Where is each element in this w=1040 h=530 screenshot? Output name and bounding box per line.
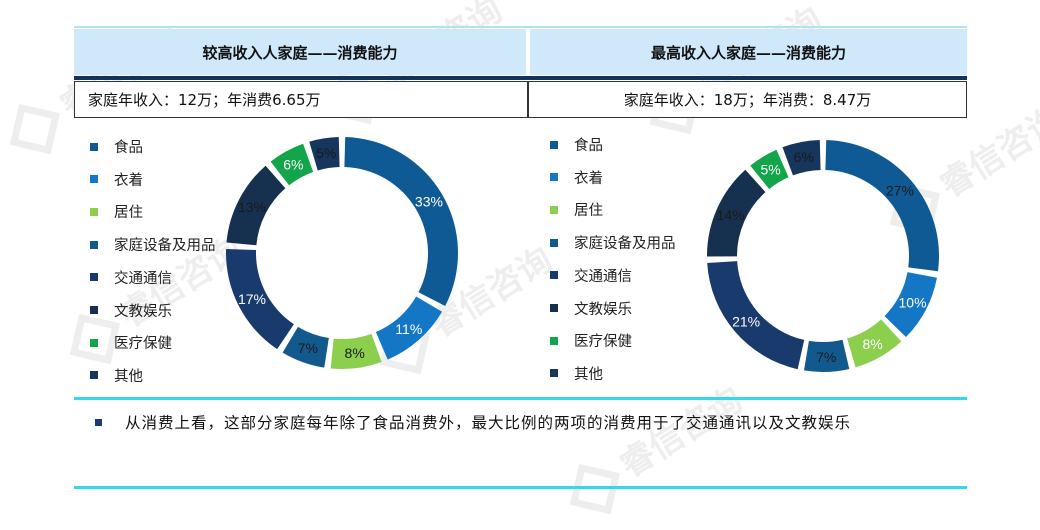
- legend-label: 其他: [574, 366, 603, 383]
- note-top-rule: [74, 397, 967, 400]
- legend-swatch: [90, 371, 98, 380]
- left-income-summary: 家庭年收入：12万；年消费6.65万: [74, 81, 528, 118]
- legend-item: 食品: [90, 136, 143, 157]
- legend-swatch: [90, 306, 98, 314]
- legend-label: 文教娱乐: [574, 301, 632, 318]
- donut-slice: [750, 149, 789, 189]
- slice-label: 21%: [732, 313, 760, 329]
- top-rule: [74, 26, 967, 28]
- legend-label: 食品: [574, 138, 603, 154]
- legend-swatch: [550, 173, 558, 182]
- note-bottom-rule: [74, 486, 967, 489]
- legend-swatch: [90, 240, 98, 249]
- right-donut-chart: 27% 10% 8% 7% 21% 14% 5% 6%: [707, 140, 939, 372]
- legend-swatch: [90, 338, 98, 347]
- header-divider: [74, 76, 967, 80]
- donut-slice: [804, 339, 850, 372]
- donut-slice: [847, 319, 902, 368]
- legend-swatch: [90, 175, 98, 184]
- legend-item: 其他: [550, 363, 603, 384]
- left-section-title: 较高收入人家庭——消费能力: [74, 29, 526, 75]
- slice-label: 6%: [283, 156, 303, 172]
- legend-item: 家庭设备及用品: [550, 232, 676, 253]
- legend-item: 医疗保健: [90, 332, 172, 353]
- slice-label: 10%: [899, 295, 927, 311]
- legend-label: 家庭设备及用品: [114, 238, 216, 255]
- legend-label: 交通通信: [574, 268, 632, 285]
- slice-label: 5%: [316, 145, 336, 161]
- donut-slice: [225, 248, 294, 350]
- legend-swatch: [550, 140, 558, 149]
- slice-label: 33%: [415, 194, 443, 210]
- legend-swatch: [90, 273, 98, 282]
- legend-label: 医疗保健: [574, 334, 632, 351]
- donut-slice: [330, 333, 382, 369]
- slice-label: 17%: [238, 291, 266, 307]
- slice-label: 13%: [238, 199, 266, 215]
- donut-slice: [884, 272, 937, 338]
- legend-label: 家庭设备及用品: [574, 236, 676, 253]
- donut-slice: [226, 165, 286, 246]
- legend-item: 居住: [90, 201, 143, 222]
- legend-swatch: [550, 205, 558, 214]
- legend-label: 衣着: [574, 170, 603, 187]
- legend-item: 文教娱乐: [550, 298, 632, 319]
- slice-label: 7%: [298, 340, 318, 356]
- legend-item: 居住: [550, 199, 603, 220]
- legend-item: 医疗保健: [550, 330, 632, 351]
- slice-label: 11%: [395, 321, 422, 337]
- legend-item: 交通通信: [90, 267, 172, 288]
- legend-label: 医疗保健: [114, 336, 172, 353]
- legend-item: 衣着: [550, 167, 603, 188]
- donut-slice: [375, 296, 443, 360]
- donut-slice: [707, 169, 766, 257]
- legend-label: 交通通信: [114, 270, 172, 287]
- legend-swatch: [90, 142, 98, 151]
- slice-label: 7%: [816, 349, 836, 365]
- legend-swatch: [550, 271, 558, 280]
- legend-label: 文教娱乐: [114, 303, 172, 320]
- right-section-title: 最高收入人家庭——消费能力: [530, 29, 967, 75]
- donut-slice: [825, 140, 939, 272]
- donut-slice: [270, 143, 314, 186]
- legend-label: 居住: [574, 203, 603, 220]
- slice-label: 5%: [761, 162, 781, 178]
- summary-note-text: 从消费上看，这部分家庭每年除了食品消费外，最大比例的两项的消费用于了交通通讯以及…: [125, 414, 852, 432]
- slice-label: 8%: [862, 336, 882, 352]
- slice-label: 6%: [794, 149, 814, 165]
- legend-label: 食品: [114, 140, 143, 156]
- legend-item: 其他: [90, 365, 143, 386]
- legend-item: 衣着: [90, 169, 143, 190]
- donut-slice: [309, 137, 340, 171]
- legend-label: 居住: [114, 205, 143, 222]
- legend-swatch: [550, 304, 558, 312]
- right-income-summary: 家庭年收入：18万；年消费：8.47万: [528, 81, 967, 118]
- legend-item: 文教娱乐: [90, 300, 172, 321]
- legend-swatch: [550, 336, 558, 345]
- donut-slice: [782, 140, 821, 176]
- legend-swatch: [550, 369, 558, 378]
- legend-label: 衣着: [114, 172, 143, 189]
- legend-swatch: [90, 207, 98, 216]
- donut-slice: [282, 326, 329, 368]
- legend-item: 食品: [550, 134, 603, 155]
- slice-label: 8%: [345, 345, 365, 361]
- slice-label: 27%: [886, 183, 914, 199]
- summary-note: 从消费上看，这部分家庭每年除了食品消费外，最大比例的两项的消费用于了交通通讯以及…: [95, 407, 945, 439]
- left-donut-chart: 33% 11% 8% 7% 17% 13% 6% 5%: [225, 137, 458, 369]
- slice-label: 14%: [717, 207, 745, 223]
- bullet-icon: [95, 419, 102, 426]
- legend-item: 家庭设备及用品: [90, 234, 216, 255]
- legend-item: 交通通信: [550, 265, 632, 286]
- legend-label: 其他: [114, 368, 143, 385]
- legend-swatch: [550, 238, 558, 247]
- donut-slice: [344, 137, 458, 307]
- donut-slice: [707, 261, 805, 370]
